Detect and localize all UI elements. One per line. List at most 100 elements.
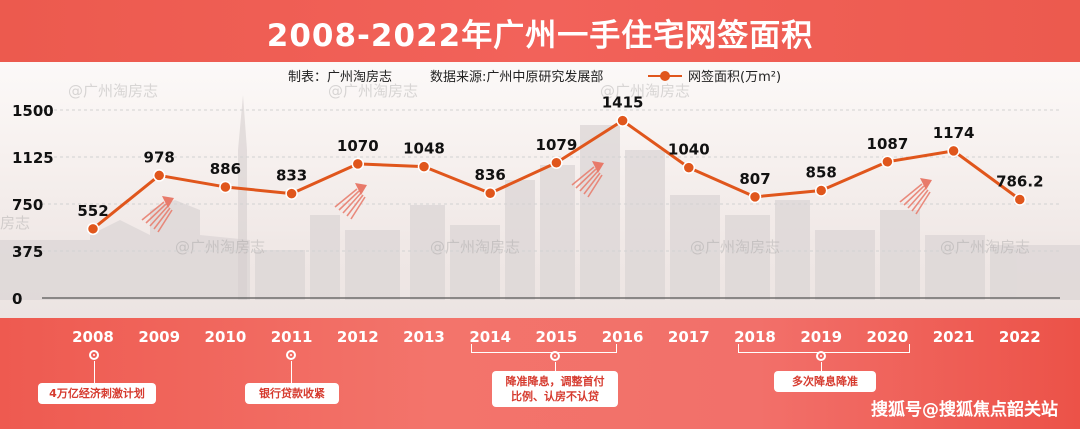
data-label: 552 <box>77 202 108 220</box>
data-label: 1048 <box>403 140 445 158</box>
arrow-stroke <box>145 203 167 224</box>
policy-box-2014-2016: 降准降息，调整首付 比例、认房不认贷 <box>492 371 618 407</box>
trend-arrow-icon <box>571 161 604 198</box>
data-point <box>881 155 894 169</box>
arrow-stroke <box>899 183 923 203</box>
arrow-stroke <box>153 207 171 230</box>
arrow-head <box>920 178 932 190</box>
watermark: @广州淘房志 <box>0 214 31 232</box>
data-point <box>550 156 563 170</box>
data-label: 807 <box>739 170 770 188</box>
x-tick-label: 2009 <box>138 328 181 346</box>
pin-icon <box>89 350 99 360</box>
data-point <box>947 144 960 158</box>
y-tick-label: 1500 <box>12 102 54 120</box>
watermark: @广州淘房志 <box>600 82 691 100</box>
data-label: 836 <box>475 166 506 184</box>
policy-text: 银行贷款收紧 <box>259 387 325 400</box>
data-point <box>417 160 431 173</box>
arrow-head <box>355 183 367 195</box>
pin-icon <box>550 351 560 361</box>
arrow-stroke <box>587 174 603 198</box>
x-tick-label: 2016 <box>601 328 644 346</box>
policy-box-2011: 银行贷款收紧 <box>245 383 339 404</box>
arrow-stroke <box>907 187 927 209</box>
arrow-stroke <box>350 196 366 220</box>
data-label: 1070 <box>337 137 379 155</box>
data-point <box>1013 193 1027 206</box>
x-tick-label: 2022 <box>998 328 1041 346</box>
chart-title: 2008-2022年广州一手住宅网签面积 <box>266 18 814 54</box>
source-credit: 搜狐号@搜狐焦点韶关站 <box>871 400 1058 420</box>
data-label: 1415 <box>602 94 644 112</box>
trend-arrows <box>141 161 932 233</box>
connector <box>291 361 292 383</box>
data-point <box>682 161 696 174</box>
arrow-stroke <box>571 166 595 186</box>
arrow-stroke <box>915 191 931 215</box>
policy-box-2018-2020: 多次降息降准 <box>774 371 876 392</box>
source-label: 数据来源:广州中原研究发展部 <box>430 70 604 85</box>
data-point <box>616 114 629 127</box>
watermark: @广州淘房志 <box>68 82 159 100</box>
title-banner <box>0 0 1080 62</box>
data-label: 858 <box>806 163 837 181</box>
data-label: 886 <box>210 160 241 178</box>
data-point <box>152 169 166 182</box>
x-tick-label: 2014 <box>469 328 512 346</box>
x-tick-label: 2019 <box>800 328 843 346</box>
policy-text: 4万亿经济刺激计划 <box>49 387 145 400</box>
arrow-stroke <box>334 188 358 208</box>
x-tick-label: 2010 <box>204 328 247 346</box>
legend: 网签面积(万m²) <box>648 66 781 85</box>
arrow-stroke <box>342 192 362 214</box>
bracket-2014-2016 <box>471 344 617 353</box>
trend-arrow-icon <box>334 183 367 220</box>
data-points <box>86 114 1027 236</box>
data-point <box>285 187 298 200</box>
arrow-stroke <box>911 189 929 212</box>
arrow-stroke <box>583 172 601 195</box>
data-point <box>483 186 497 200</box>
y-tick-label: 375 <box>12 243 43 261</box>
data-label: 1174 <box>933 124 975 142</box>
x-tick-label: 2013 <box>403 328 445 346</box>
policy-text: 多次降息降准 <box>792 375 858 388</box>
x-tick-label: 2017 <box>667 328 710 346</box>
arrow-stroke <box>338 190 360 211</box>
y-tick-label: 0 <box>12 290 22 308</box>
x-tick-label: 2015 <box>535 328 578 346</box>
data-label: 978 <box>144 148 175 166</box>
data-point <box>814 184 828 197</box>
x-tick-label: 2008 <box>72 328 114 346</box>
gridlines <box>42 109 1060 299</box>
made-by-label: 制表：广州淘房志 <box>288 70 393 85</box>
y-tick-label: 1125 <box>12 149 54 167</box>
connector <box>821 362 822 371</box>
data-label: 1087 <box>867 135 909 153</box>
policy-text: 降准降息，调整首付 <box>505 375 605 388</box>
arrow-stroke <box>141 201 165 221</box>
pin-icon <box>816 351 826 361</box>
pin-icon <box>286 350 296 360</box>
data-label: 786.2 <box>996 172 1043 190</box>
data-label: 1040 <box>668 141 710 159</box>
trend-arrow-icon <box>141 196 174 233</box>
arrow-stroke <box>149 205 169 227</box>
x-tick-label: 2011 <box>270 328 313 346</box>
watermark: @广州淘房志 <box>328 82 419 100</box>
x-tick-label: 2012 <box>336 328 379 346</box>
arrow-stroke <box>346 194 364 217</box>
data-point <box>748 190 762 204</box>
y-axis-ticks: 1500 1125 750 375 0 <box>12 102 54 308</box>
arrow-stroke <box>575 168 597 189</box>
data-label: 1079 <box>536 136 578 154</box>
legend-line-marker-icon <box>648 70 682 81</box>
data-point <box>351 157 365 171</box>
arrow-stroke <box>903 185 925 206</box>
data-labels: 552 978 886 833 1070 1048 836 1079 1415 1040 807 85… <box>77 94 1043 220</box>
trend-arrow-icon <box>899 178 932 215</box>
